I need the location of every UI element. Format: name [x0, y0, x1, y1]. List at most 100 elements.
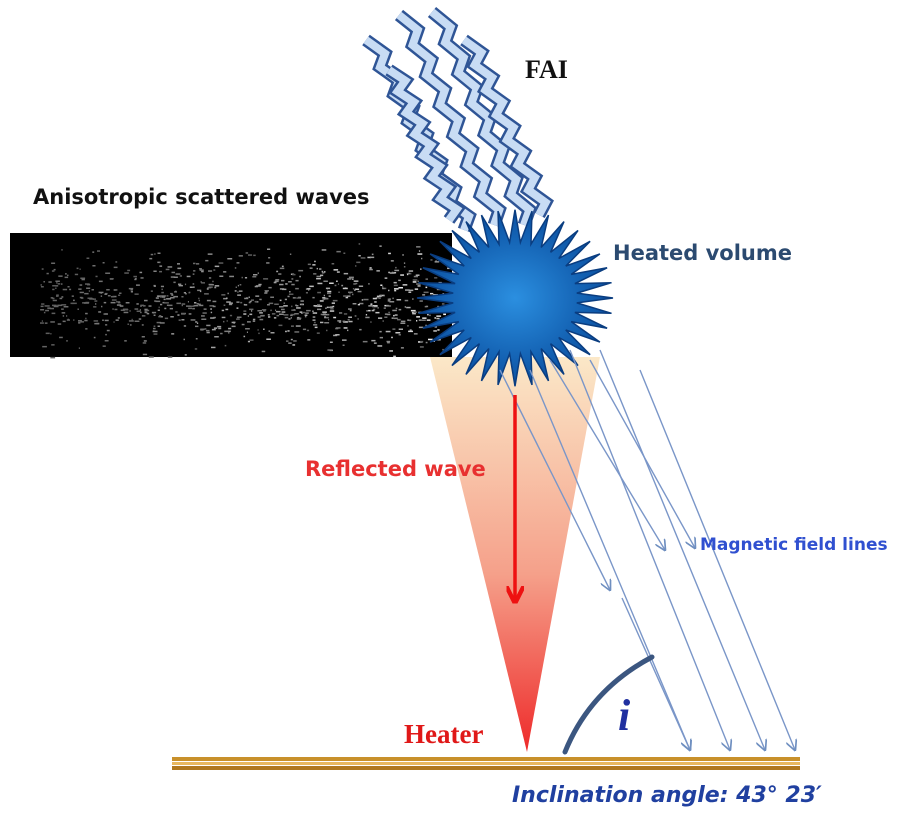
noise-speck [112, 299, 117, 301]
noise-speck [288, 342, 292, 344]
noise-speck [362, 299, 364, 301]
noise-speck [105, 320, 109, 322]
noise-speck [329, 295, 331, 297]
noise-speck [407, 319, 409, 321]
noise-speck [240, 284, 242, 286]
noise-speck [206, 325, 210, 327]
noise-speck [225, 309, 228, 311]
noise-speck [85, 328, 87, 330]
noise-speck [50, 321, 55, 323]
noise-speck [278, 273, 281, 275]
noise-speck [413, 281, 417, 283]
noise-speck [325, 308, 326, 310]
noise-speck [401, 347, 404, 349]
noise-speck [247, 332, 248, 334]
noise-speck [391, 260, 394, 262]
noise-speck [236, 318, 240, 320]
noise-speck [283, 305, 288, 307]
noise-speck [267, 249, 270, 251]
noise-speck [379, 331, 381, 333]
noise-speck [307, 339, 310, 341]
noise-speck [41, 284, 42, 286]
noise-speck [284, 302, 285, 304]
noise-speck [143, 342, 147, 344]
noise-speck [263, 329, 265, 331]
noise-speck [191, 319, 196, 321]
noise-speck [52, 270, 55, 272]
noise-speck [288, 318, 290, 320]
noise-speck [409, 270, 413, 272]
noise-speck [185, 284, 186, 286]
noise-speck [107, 330, 110, 332]
noise-speck [418, 281, 419, 283]
noise-speck [370, 257, 374, 259]
noise-speck [280, 288, 284, 290]
noise-speck [322, 311, 327, 313]
noise-speck [176, 303, 181, 305]
noise-speck [218, 328, 221, 330]
noise-speck [201, 271, 204, 273]
noise-speck [50, 333, 51, 335]
noise-speck [158, 310, 160, 312]
noise-speck [293, 297, 296, 299]
scatter-image [10, 233, 452, 357]
noise-speck [105, 324, 107, 326]
noise-speck [224, 305, 226, 307]
noise-speck [121, 310, 125, 312]
noise-speck [63, 315, 64, 317]
noise-speck [392, 310, 397, 312]
noise-speck [136, 284, 140, 286]
noise-speck [209, 277, 211, 279]
noise-speck [421, 258, 422, 260]
noise-speck [143, 354, 147, 356]
noise-speck [115, 309, 118, 311]
noise-speck [199, 268, 202, 270]
noise-speck [170, 316, 174, 318]
noise-speck [193, 263, 196, 265]
noise-speck [207, 300, 211, 302]
noise-speck [98, 311, 101, 313]
noise-speck [187, 276, 191, 278]
noise-speck [51, 344, 54, 346]
noise-speck [328, 319, 329, 321]
noise-speck [296, 307, 301, 309]
noise-speck [154, 326, 156, 328]
noise-speck [422, 294, 425, 296]
noise-speck [330, 342, 333, 344]
noise-speck [335, 334, 339, 336]
noise-speck [436, 315, 441, 317]
noise-speck [171, 294, 173, 296]
noise-speck [279, 284, 283, 286]
noise-speck [85, 313, 88, 315]
noise-speck [416, 246, 420, 248]
noise-speck [346, 297, 349, 299]
noise-speck [221, 294, 225, 296]
noise-speck [52, 285, 55, 287]
noise-speck [353, 303, 357, 305]
noise-speck [430, 259, 432, 261]
noise-speck [372, 254, 374, 256]
noise-speck [393, 315, 395, 317]
noise-speck [376, 270, 380, 272]
noise-speck [129, 320, 134, 322]
noise-speck [307, 330, 309, 332]
noise-speck [105, 273, 110, 275]
noise-speck [82, 279, 85, 281]
noise-speck [333, 300, 338, 302]
noise-speck [154, 315, 156, 317]
noise-speck [313, 319, 316, 321]
noise-speck [168, 357, 173, 359]
noise-speck [301, 304, 304, 306]
noise-speck [291, 306, 292, 308]
noise-speck [180, 275, 182, 277]
noise-speck [73, 319, 74, 321]
noise-speck [208, 253, 213, 255]
noise-speck [227, 258, 232, 260]
noise-speck [430, 293, 433, 295]
noise-speck [300, 300, 304, 302]
noise-speck [279, 306, 284, 308]
noise-speck [131, 289, 133, 291]
noise-speck [253, 319, 255, 321]
noise-speck [418, 285, 421, 287]
noise-speck [114, 321, 115, 323]
